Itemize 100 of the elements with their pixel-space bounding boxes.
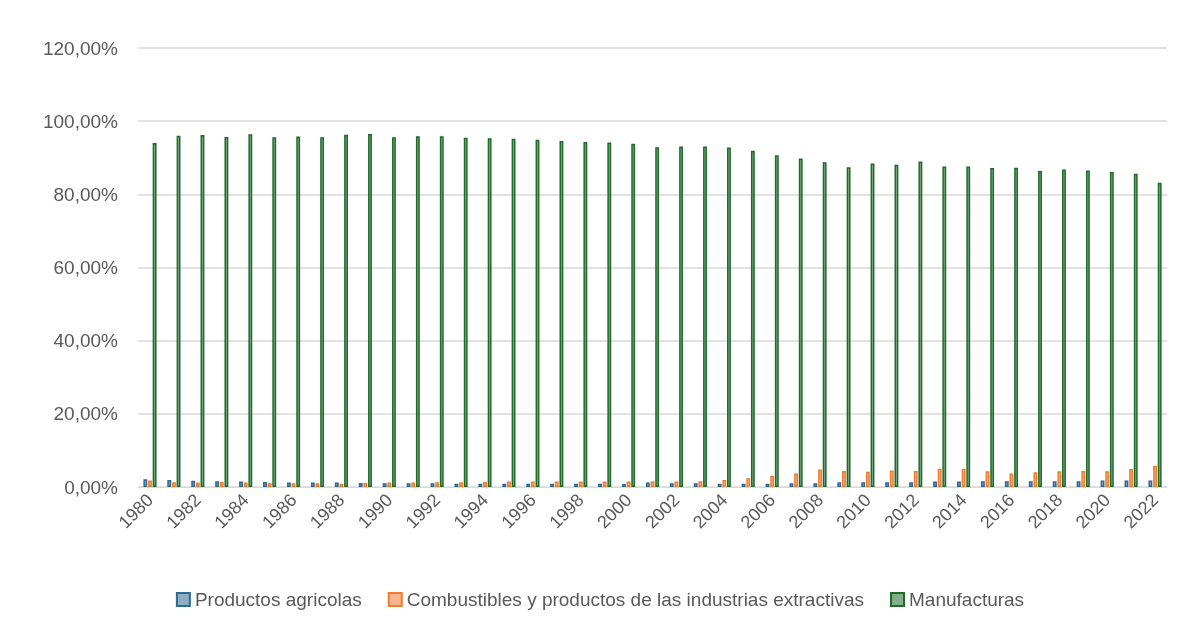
bar [626,481,631,487]
bar [310,482,315,487]
bar [990,167,995,487]
bar [957,481,961,487]
bar [1129,469,1134,487]
legend-label: Manufacturas [909,589,1025,610]
bar [794,473,799,487]
bar [406,483,411,487]
bar [961,468,966,487]
bar [798,158,803,487]
bar [655,147,660,487]
legend-label: Productos agricolas [194,589,362,610]
bar [727,147,731,487]
bar [722,480,727,487]
bar [358,482,363,487]
bar [698,481,703,487]
bar [846,167,851,487]
bar [770,475,775,487]
bar [439,136,444,487]
bar [607,142,612,487]
bar [909,482,914,487]
y-tick-label: 60,00% [53,257,119,278]
y-tick-label: 80,00% [53,183,119,205]
bar [1004,481,1009,487]
bar [368,133,372,487]
legend-label: Combustibles y productos de las industrias extractivas [406,589,865,610]
y-tick-label: 0,00% [64,476,119,498]
bar [650,481,655,487]
bar [1038,170,1042,487]
bar [1014,167,1019,487]
bar [861,482,866,487]
y-tick-label: 120,00% [42,37,119,59]
bar [152,143,157,487]
bar [320,137,325,487]
bar [171,482,176,487]
bar [789,483,794,487]
bar [1033,472,1038,487]
bar [1052,481,1057,487]
bar [1105,471,1110,487]
y-tick-label: 100,00% [42,110,119,132]
bar [167,480,172,487]
bar [822,162,827,487]
bar [1133,173,1138,487]
bar [865,471,870,487]
bar [1028,481,1033,487]
bar [263,481,267,487]
bar [530,481,535,487]
bar [415,136,420,487]
bar [918,161,923,487]
bar [463,137,468,487]
bar [631,143,636,487]
bar [387,482,392,487]
bar [1124,480,1129,487]
bar [1057,471,1062,487]
bar [933,481,937,487]
bar [837,482,842,487]
bar [363,482,368,487]
bar [224,136,229,487]
bar [1157,182,1162,487]
bar [1153,465,1157,487]
bar [248,134,253,487]
bar [1148,480,1153,487]
bar [602,481,607,487]
bar [382,483,387,487]
bar [583,142,588,487]
bar [219,481,224,487]
bar [315,483,320,487]
bar [746,478,751,487]
bar [813,483,818,487]
bar [459,482,463,487]
bar [980,481,985,487]
bar [267,482,272,487]
bar [818,469,822,487]
y-tick-label: 20,00% [53,403,119,425]
bar [937,468,942,487]
bar [842,470,846,487]
bar [483,481,487,487]
bar [506,481,511,487]
bar [913,470,918,487]
bar [239,481,243,487]
bar [195,482,200,487]
bar [430,483,435,487]
bar [942,166,947,487]
bar [679,146,684,487]
bar [143,479,148,487]
bar [334,482,339,487]
bar [669,483,674,487]
bar [774,155,779,487]
y-tick-label: 40,00% [53,330,119,352]
bar [889,470,894,487]
bar [674,481,679,487]
bar [296,136,301,487]
bar [391,137,396,487]
bar [554,481,559,487]
bar [885,482,890,487]
bar [286,482,291,487]
bar [1109,172,1114,487]
bar [487,138,492,487]
bar [1076,481,1081,487]
bar [1062,169,1066,487]
